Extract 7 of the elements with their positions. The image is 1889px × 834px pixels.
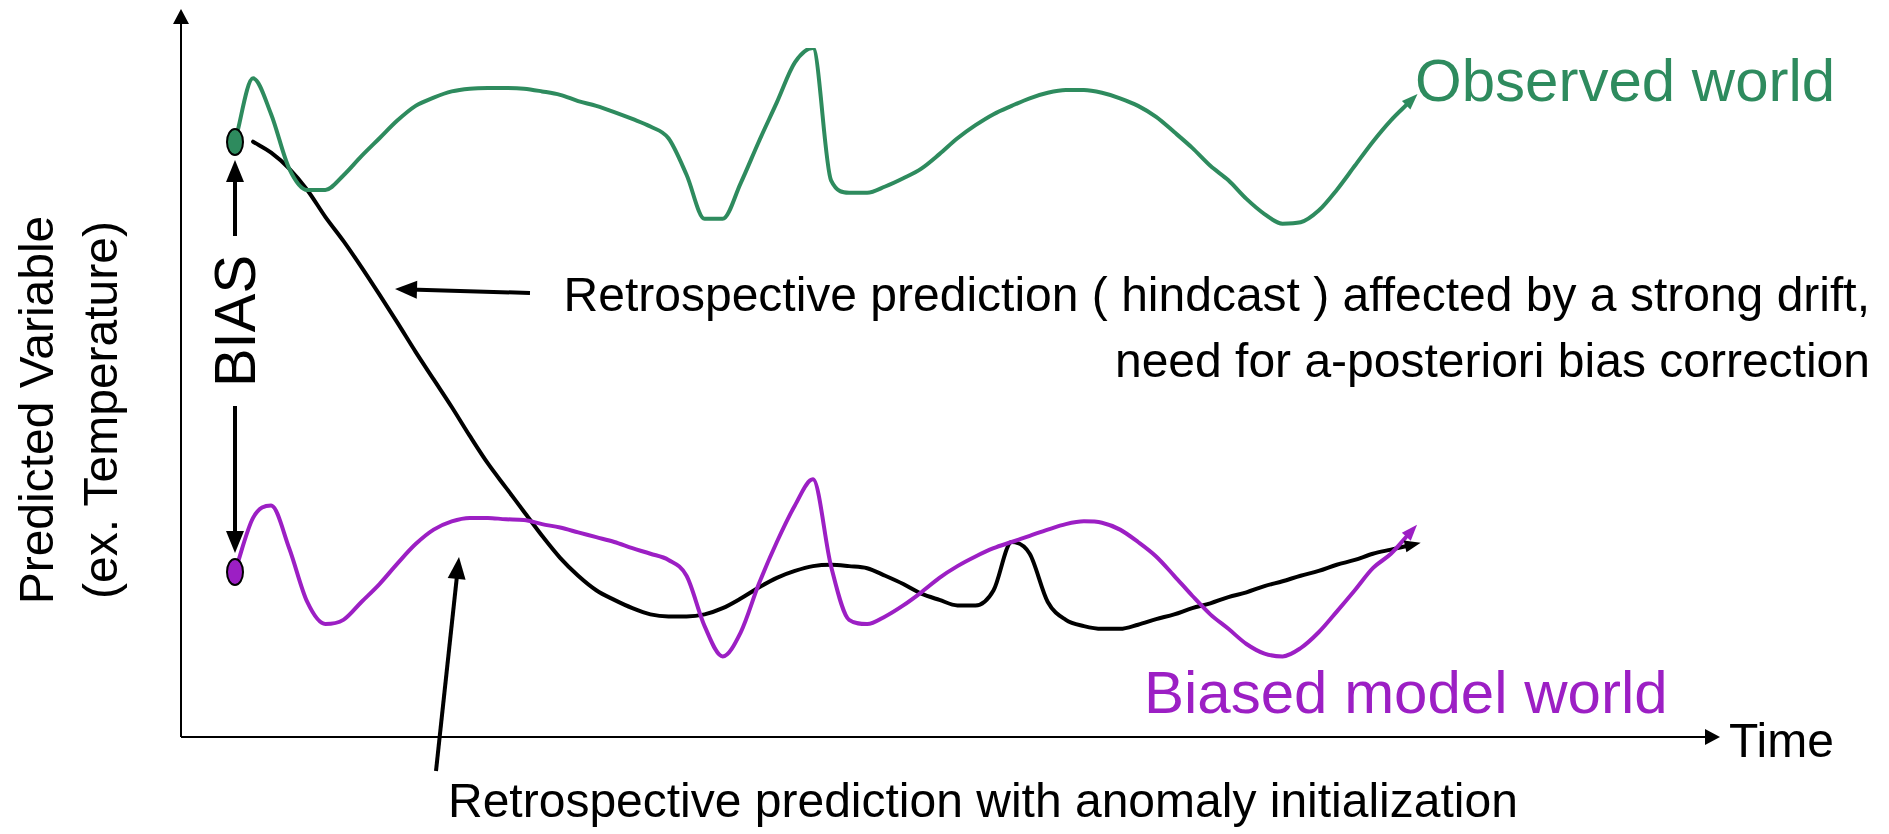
text: Time xyxy=(1729,713,1834,769)
annotation: BIAS xyxy=(201,253,268,390)
y-axis-title: Predicted Variable (ex. Temperature) xyxy=(9,214,128,607)
series-label: Observed world xyxy=(1415,46,1836,114)
series-label: Biased model world xyxy=(1144,658,1668,726)
annotation: Retrospective prediction ( hindcast ) affected by a strong drift, need for a-posteriori bias correction xyxy=(562,267,1870,389)
text: Retrospective prediction with anomaly initialization xyxy=(448,773,1519,829)
